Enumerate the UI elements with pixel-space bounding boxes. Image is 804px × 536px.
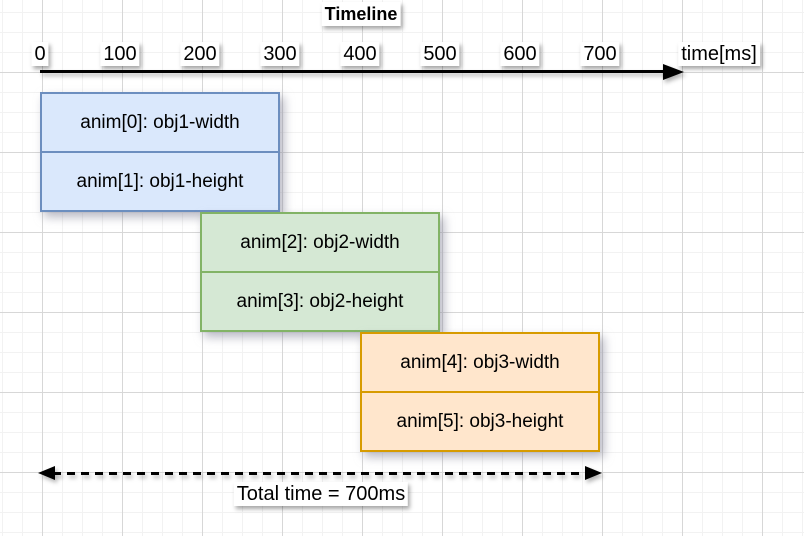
diagram-title: Timeline	[321, 2, 401, 26]
axis-tick-600: 600	[500, 42, 540, 66]
anim-bar-2: anim[2]: obj2-width	[200, 212, 440, 273]
axis-tick-0: 0	[31, 42, 49, 66]
anim-bar-5: anim[5]: obj3-height	[360, 391, 600, 452]
anim-group-obj3: anim[4]: obj3-width anim[5]: obj3-height	[360, 332, 600, 452]
axis-unit-label: time[ms]	[678, 42, 760, 66]
axis-tick-100: 100	[100, 42, 140, 66]
axis-tick-500: 500	[420, 42, 460, 66]
total-time-dashed-line	[53, 472, 587, 475]
arrow-head-left-icon	[38, 466, 55, 480]
axis-tick-400: 400	[340, 42, 380, 66]
anim-group-obj2: anim[2]: obj2-width anim[3]: obj2-height	[200, 212, 440, 332]
anim-bar-1: anim[1]: obj1-height	[40, 151, 280, 212]
time-axis-arrowhead-icon	[663, 64, 684, 80]
axis-tick-700: 700	[580, 42, 620, 66]
anim-group-obj1: anim[0]: obj1-width anim[1]: obj1-height	[40, 92, 280, 212]
anim-bar-0: anim[0]: obj1-width	[40, 92, 280, 153]
anim-bar-4: anim[4]: obj3-width	[360, 332, 600, 393]
axis-tick-200: 200	[180, 42, 220, 66]
anim-bar-3: anim[3]: obj2-height	[200, 271, 440, 332]
arrow-head-right-icon	[585, 466, 602, 480]
axis-tick-300: 300	[260, 42, 300, 66]
time-axis-line	[40, 70, 668, 73]
total-time-label: Total time = 700ms	[233, 482, 409, 506]
